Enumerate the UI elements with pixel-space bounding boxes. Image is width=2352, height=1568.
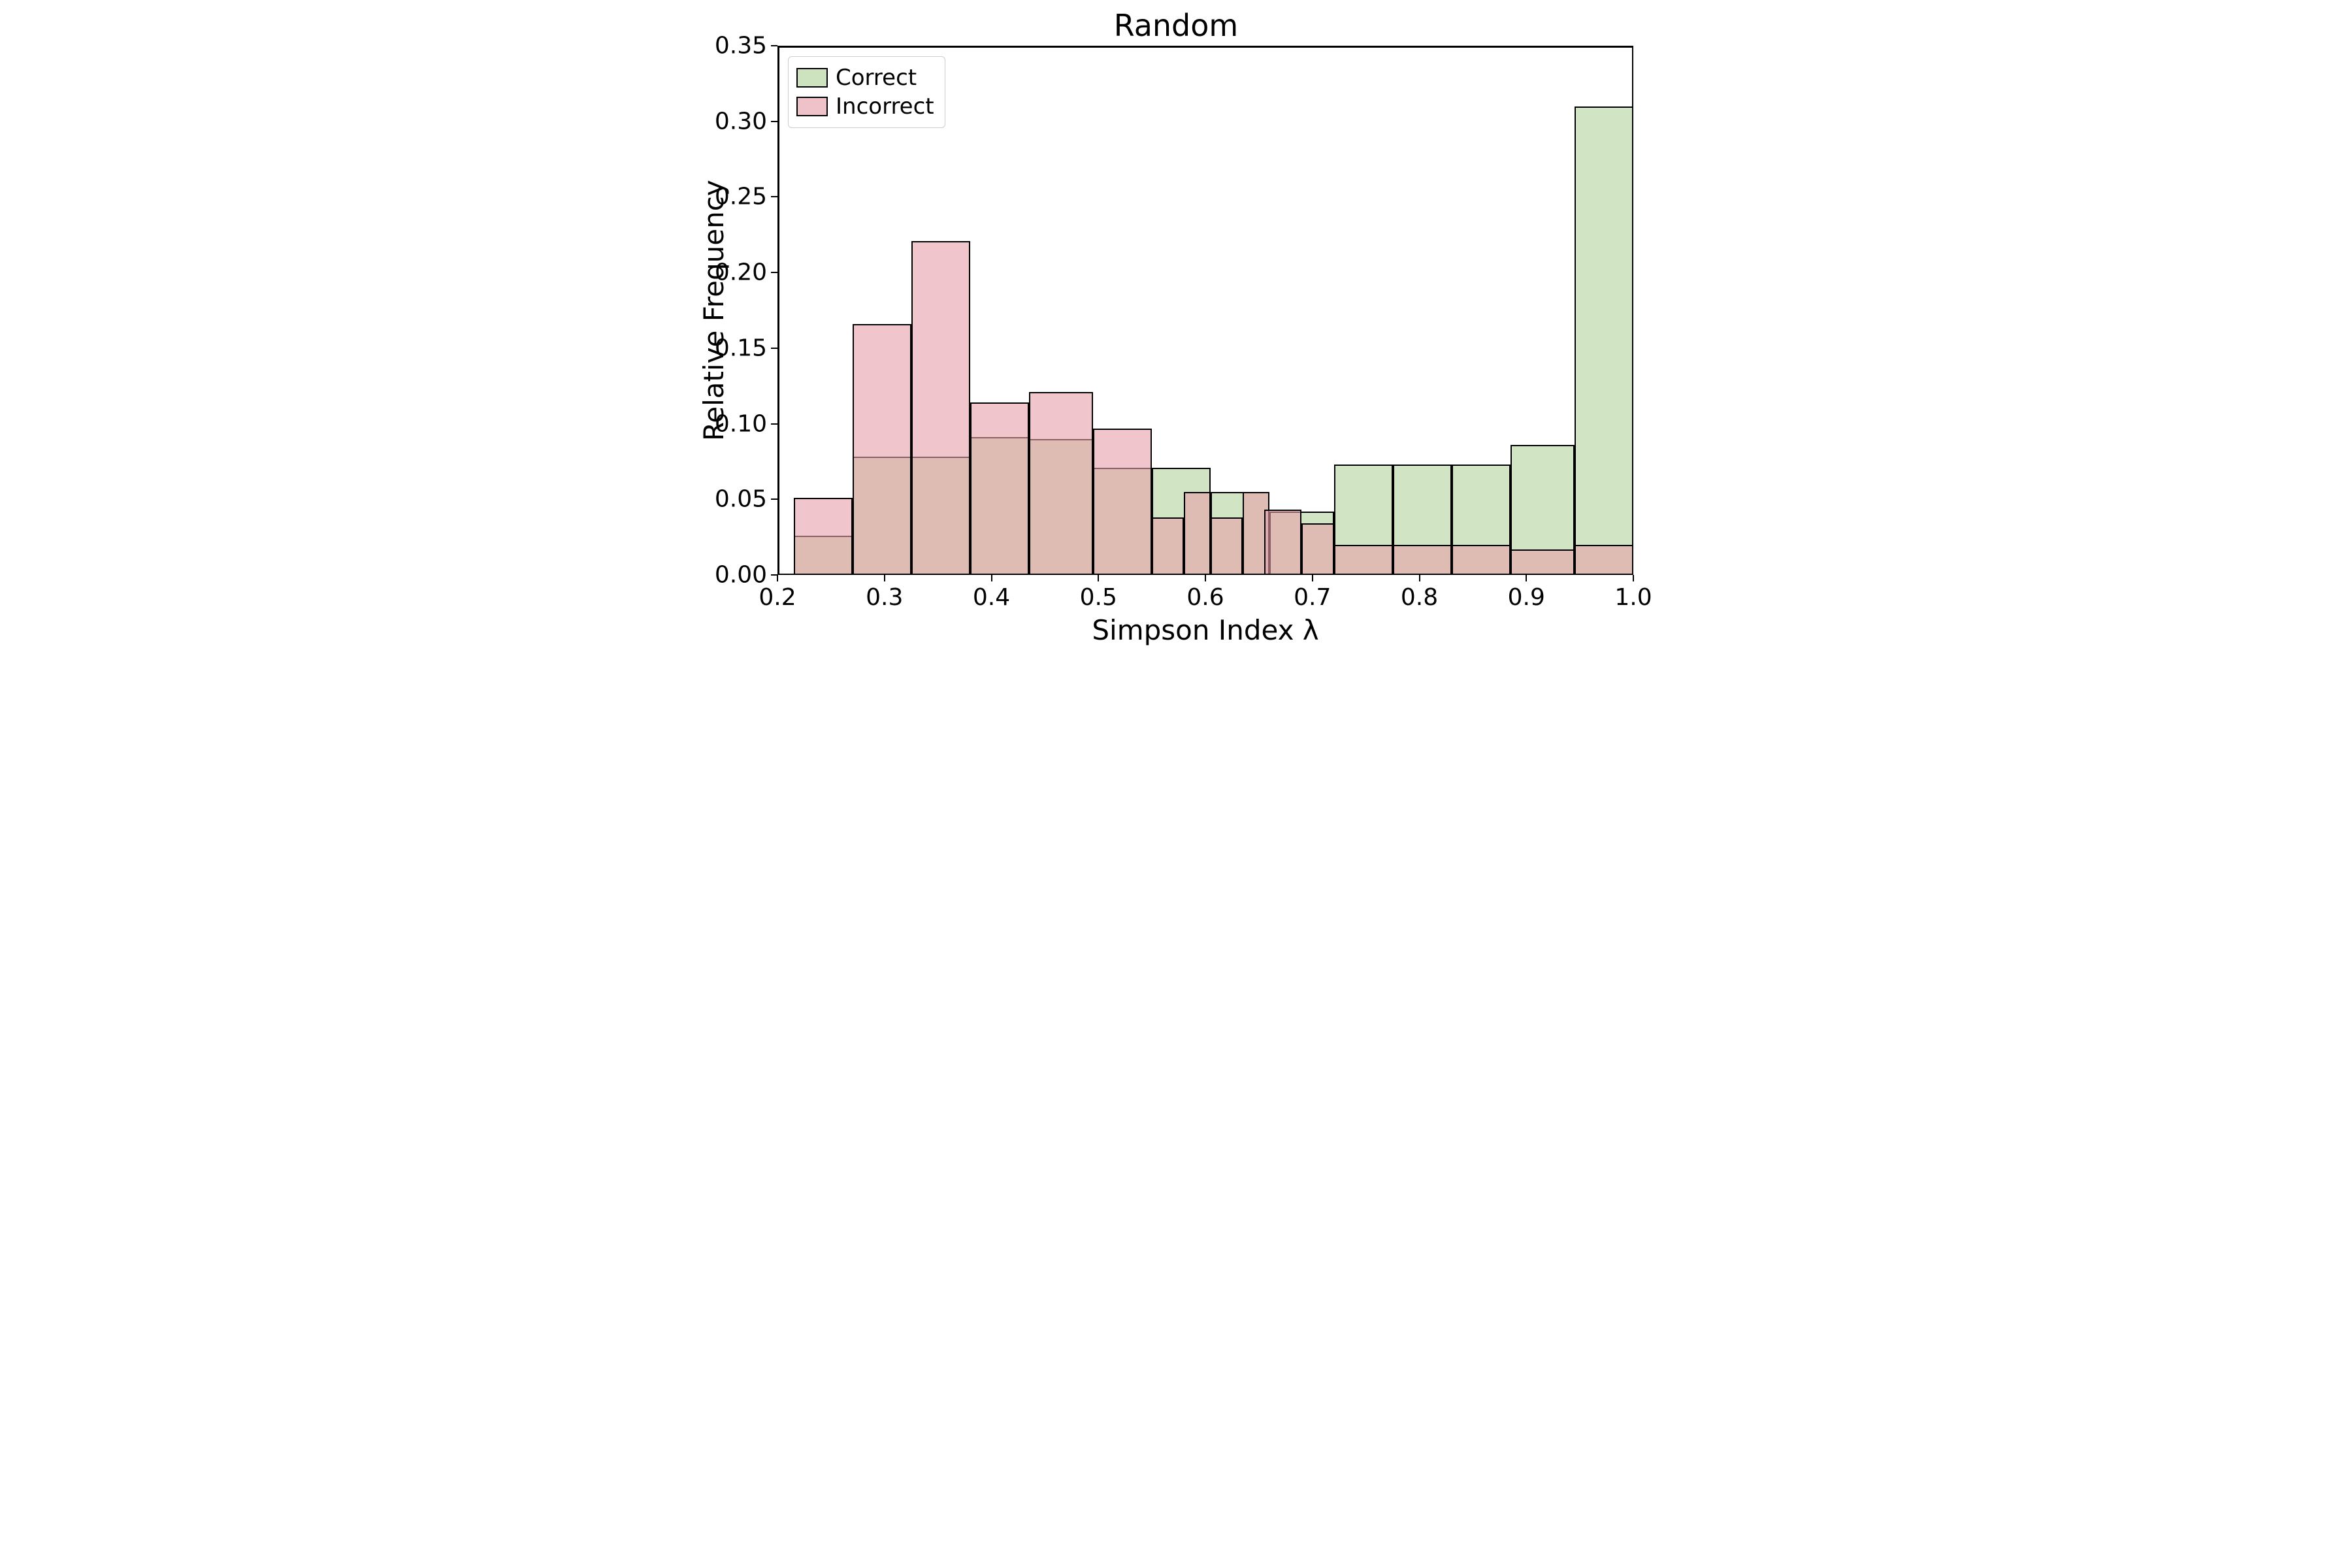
- legend-swatch: [796, 97, 828, 116]
- histogram-bar: [1152, 517, 1184, 575]
- histogram-bar: [1029, 392, 1093, 575]
- x-tick: [991, 575, 992, 581]
- y-tick-label: 0.05: [715, 486, 767, 513]
- x-tick: [1526, 575, 1527, 581]
- y-tick-label: 0.15: [715, 335, 767, 361]
- histogram-bar: [1093, 429, 1152, 575]
- histogram-bar: [1184, 492, 1211, 575]
- y-tick: [771, 574, 777, 576]
- histogram-bar: [1393, 545, 1452, 575]
- axis-spine: [777, 46, 779, 575]
- x-tick-label: 0.6: [1186, 584, 1224, 611]
- histogram-bar: [1575, 545, 1633, 575]
- y-tick-label: 0.00: [715, 562, 767, 589]
- legend-item: Correct: [796, 63, 934, 92]
- histogram-bar: [794, 498, 853, 575]
- legend-label: Incorrect: [836, 93, 934, 120]
- x-tick-label: 0.7: [1294, 584, 1331, 611]
- x-tick-label: 0.4: [973, 584, 1010, 611]
- y-tick-label: 0.10: [715, 410, 767, 437]
- legend-label: Correct: [836, 65, 917, 91]
- x-tick-label: 0.3: [866, 584, 903, 611]
- histogram-bar: [911, 241, 970, 575]
- histogram-bar: [1334, 545, 1393, 575]
- histogram-bar: [1575, 106, 1633, 575]
- figure: Random Simpson Index λ Relative Frequenc…: [686, 0, 1666, 653]
- y-axis-label: Relative Frequency: [698, 180, 730, 441]
- y-tick: [771, 423, 777, 425]
- y-tick: [771, 348, 777, 349]
- y-tick: [771, 498, 777, 500]
- histogram-bar: [1264, 510, 1301, 575]
- legend-swatch: [796, 68, 828, 88]
- histogram-bar: [1301, 523, 1333, 575]
- histogram-bar: [1511, 549, 1575, 575]
- histogram-bar: [853, 324, 911, 575]
- y-tick-label: 0.20: [715, 259, 767, 286]
- y-tick-label: 0.30: [715, 108, 767, 135]
- x-tick: [884, 575, 885, 581]
- x-tick-label: 0.9: [1508, 584, 1545, 611]
- y-tick-label: 0.25: [715, 184, 767, 210]
- y-tick-label: 0.35: [715, 33, 767, 59]
- x-tick: [1312, 575, 1313, 581]
- x-tick: [1419, 575, 1420, 581]
- legend: CorrectIncorrect: [788, 56, 945, 128]
- legend-item: Incorrect: [796, 92, 934, 121]
- x-tick: [1098, 575, 1099, 581]
- histogram-bar: [970, 402, 1029, 575]
- axis-spine: [777, 46, 1633, 48]
- chart-title: Random: [686, 8, 1666, 43]
- x-tick-label: 0.8: [1401, 584, 1438, 611]
- y-tick: [771, 272, 777, 273]
- y-tick: [771, 45, 777, 46]
- y-tick: [771, 121, 777, 122]
- histogram-bar: [1211, 517, 1243, 575]
- y-tick: [771, 196, 777, 197]
- x-tick-label: 1.0: [1614, 584, 1652, 611]
- x-tick-label: 0.5: [1080, 584, 1117, 611]
- histogram-bar: [1452, 545, 1511, 575]
- x-tick: [777, 575, 778, 581]
- x-axis-label: Simpson Index λ: [1092, 614, 1318, 646]
- x-tick: [1205, 575, 1206, 581]
- x-tick: [1633, 575, 1634, 581]
